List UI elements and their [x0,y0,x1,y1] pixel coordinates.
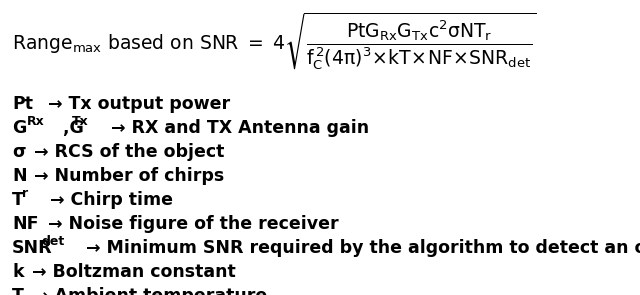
Text: → RCS of the object: → RCS of the object [28,143,225,161]
Text: → Noise figure of the receiver: → Noise figure of the receiver [42,215,339,233]
Text: → Minimum SNR required by the algorithm to detect an object: → Minimum SNR required by the algorithm … [80,239,640,257]
Text: T: T [12,191,24,209]
Text: → Boltzman constant: → Boltzman constant [26,263,236,281]
Text: NF: NF [12,215,38,233]
Text: Pt: Pt [12,95,33,113]
Text: → Number of chirps: → Number of chirps [28,167,224,185]
Text: ,G: ,G [57,119,84,137]
Text: G: G [12,119,26,137]
Text: → Ambient temperature: → Ambient temperature [28,287,268,295]
Text: $\mathsf{Range_{max}\ based\ on\ SNR\ =\ 4\sqrt{\dfrac{PtG_{Rx}G_{Tx}c^2\sigma N: $\mathsf{Range_{max}\ based\ on\ SNR\ =\… [12,10,537,72]
Text: r: r [22,187,28,200]
Text: → RX and TX Antenna gain: → RX and TX Antenna gain [105,119,369,137]
Text: det: det [42,235,65,248]
Text: SNR: SNR [12,239,52,257]
Text: Rx: Rx [27,115,45,128]
Text: σ: σ [12,143,26,161]
Text: k: k [12,263,24,281]
Text: Tx: Tx [72,115,89,128]
Text: T: T [12,287,24,295]
Text: → Tx output power: → Tx output power [42,95,230,113]
Text: N: N [12,167,27,185]
Text: → Chirp time: → Chirp time [44,191,173,209]
